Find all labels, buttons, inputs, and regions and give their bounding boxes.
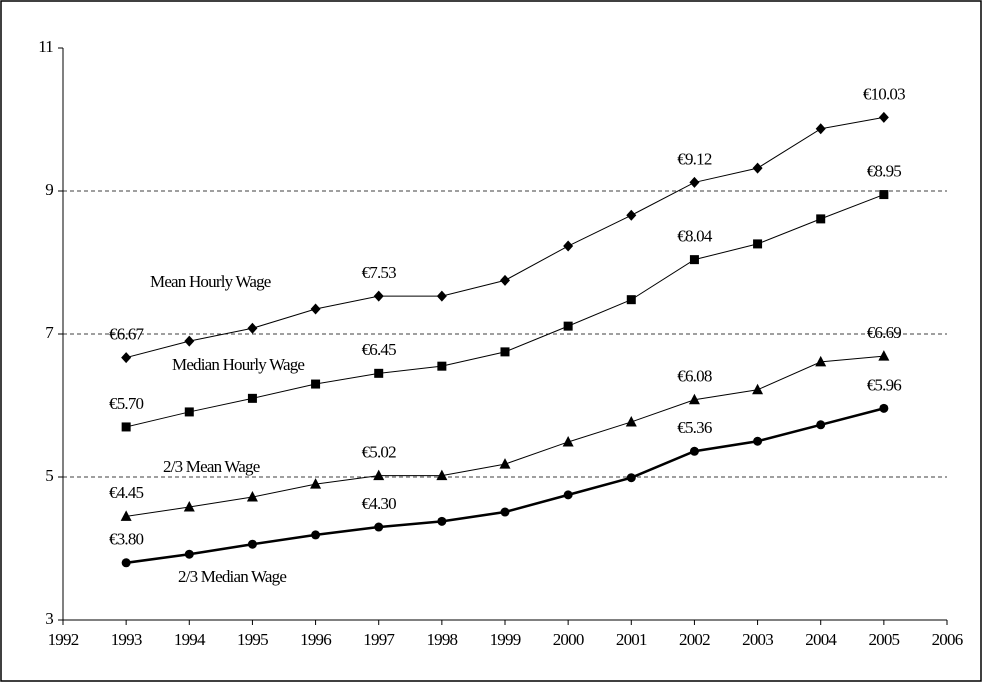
y-tick-label: 9 [45,180,53,199]
data-label: €10.03 [863,84,905,103]
marker [373,290,384,302]
marker [247,393,257,403]
x-tick-label: 2001 [616,630,647,649]
marker [436,469,448,481]
x-tick-label: 1998 [426,630,457,649]
marker [247,539,257,549]
marker [878,350,890,361]
marker [815,355,827,367]
data-label: €9.12 [677,149,712,168]
marker [437,361,447,371]
marker [753,239,763,249]
marker [563,321,573,331]
data-label: €5.36 [677,418,712,437]
series-label: Median Hourly Wage [172,355,304,374]
x-tick-label: 2000 [553,630,584,649]
marker [247,322,258,334]
data-label: €6.69 [867,323,902,342]
data-label: €5.96 [867,375,902,394]
marker [753,436,763,446]
data-label: €3.80 [109,530,144,549]
marker [121,352,132,364]
marker [184,549,194,559]
marker [752,162,763,174]
x-tick-label: 2006 [932,630,963,649]
marker [310,478,322,489]
marker [816,214,826,224]
marker [437,516,447,526]
x-tick-label: 1992 [48,630,79,649]
data-label: €4.45 [109,483,144,502]
marker [689,176,700,188]
x-tick-label: 2002 [679,630,710,649]
marker [374,368,384,378]
marker [499,458,511,469]
marker [563,490,573,500]
marker [752,383,764,395]
data-label: €6.45 [362,340,397,359]
x-tick-label: 2005 [868,630,899,649]
marker [183,501,195,512]
data-label: €5.70 [109,394,144,413]
marker [879,190,889,200]
data-label: €5.02 [362,442,397,461]
data-label: €7.53 [362,263,397,282]
marker [689,255,699,265]
series-label: 2/3 Mean Wage [163,457,260,476]
series-label: Mean Hourly Wage [150,272,271,291]
marker [626,295,636,305]
marker [626,473,636,483]
marker [436,290,447,302]
y-tick-label: 3 [45,609,53,628]
marker [373,469,385,481]
marker [500,507,510,517]
marker [563,240,574,252]
marker [311,379,321,389]
data-label: €8.04 [677,227,713,246]
y-tick-label: 7 [45,323,54,342]
x-tick-label: 1996 [300,630,331,649]
marker [374,522,384,532]
marker [625,415,637,427]
y-tick-label: 11 [38,37,53,56]
marker [500,274,510,286]
marker [246,491,258,502]
data-label: €6.67 [109,325,145,344]
marker [879,403,889,413]
marker [120,510,132,521]
data-label: €8.95 [867,161,902,180]
marker [626,209,637,221]
marker [689,446,699,456]
marker [878,111,889,123]
data-label: €4.30 [362,494,397,513]
data-label: €6.08 [677,367,712,386]
marker [121,558,131,568]
marker [310,303,321,315]
y-tick-label: 5 [45,466,53,485]
marker [815,123,826,135]
marker [688,393,700,405]
marker [184,407,194,417]
x-tick-label: 1997 [363,630,395,649]
marker [184,335,195,347]
x-tick-label: 1999 [490,630,521,649]
x-tick-label: 1995 [237,630,268,649]
x-tick-label: 2003 [742,630,773,649]
x-tick-label: 1994 [174,630,206,649]
marker [500,347,510,357]
marker [121,422,131,432]
marker [816,420,826,430]
series-label: 2/3 Median Wage [178,567,286,586]
x-tick-label: 1993 [111,630,142,649]
marker [311,530,321,540]
marker [562,435,574,447]
x-tick-label: 2004 [805,630,837,649]
